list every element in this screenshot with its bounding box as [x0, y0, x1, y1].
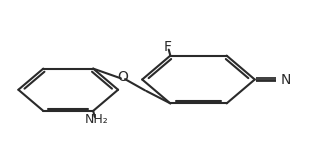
Text: O: O [117, 70, 128, 84]
Text: F: F [163, 40, 171, 54]
Text: N: N [280, 73, 291, 86]
Text: NH₂: NH₂ [85, 113, 108, 126]
